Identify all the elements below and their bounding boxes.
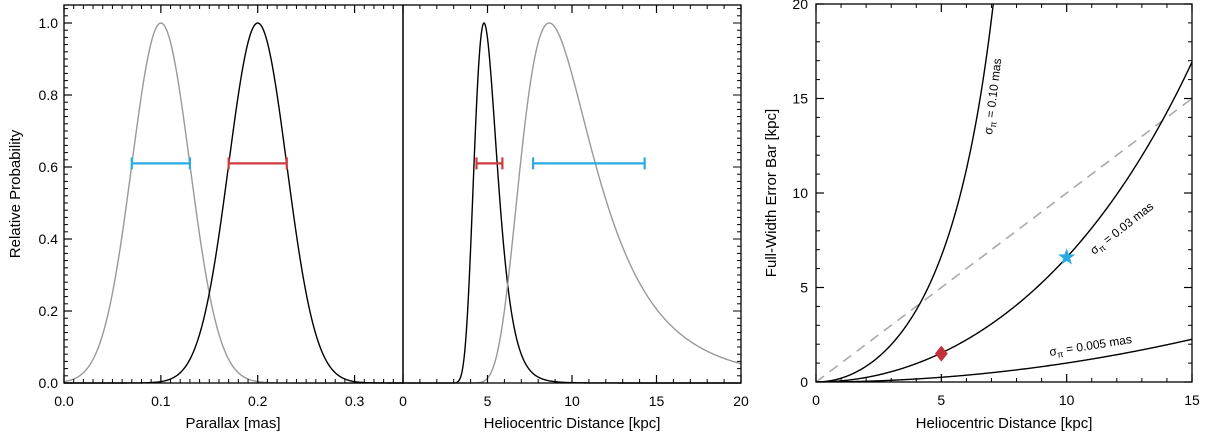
distance-curves (403, 22, 742, 384)
parallax-curve-1 (63, 22, 403, 384)
parallax-x-tick-label: 0.2 (248, 393, 268, 409)
error-bar-curve-3 (816, 338, 1192, 382)
error-bar-x-tick-label: 5 (937, 392, 945, 408)
parallax-y-ticks: 0.0 0.2 0.4 0.6 0.8 1.0 (39, 8, 72, 391)
parallax-x-tick-label: 0.1 (151, 393, 171, 409)
diamond-marker (934, 345, 948, 362)
distance-x-ticks: 0 5 10 15 20 (399, 5, 749, 409)
error-bar-y-tick-label: 5 (800, 280, 808, 296)
distance-curve-2 (403, 22, 742, 384)
parallax-y-axis-label: Relative Probability (7, 129, 24, 258)
panel-parallax: 0.0 0.1 0.2 0.3 0.0 0.2 0.4 0.6 0.8 1.0 Parallax… (7, 4, 404, 432)
error-bar-y-tick-label: 15 (792, 91, 808, 107)
panel-error-bar: 0 5 10 15 0 5 10 15 20 Heliocentric Distance [k… (763, 0, 1200, 432)
error-bar-curves (815, 4, 1193, 383)
error-bar-x-tick-label: 15 (1184, 392, 1200, 408)
error-bar-y-tick-label: 10 (792, 185, 808, 201)
parallax-plot-frame (63, 4, 404, 384)
panel-distance: 0 5 10 15 20 Heliocentric Distance [kpc] (399, 4, 749, 432)
distance-plot-frame (402, 4, 742, 384)
reference-dashed-line (815, 97, 1193, 383)
parallax-curve-2 (64, 22, 403, 384)
parallax-x-axis-label: Parallax [mas] (185, 415, 280, 432)
parallax-error-bar-2 (227, 157, 288, 170)
distance-error-bar-1 (475, 157, 504, 170)
parallax-x-ticks: 0.0 0.1 0.2 0.3 (54, 5, 394, 409)
error-bar-x-tick-label: 10 (1059, 392, 1075, 408)
parallax-y-tick-label: 1.0 (39, 15, 59, 31)
error-bar-x-tick-label: 0 (812, 392, 820, 408)
parallax-error-bars (130, 157, 288, 170)
distance-x-axis-label: Heliocentric Distance [kpc] (484, 415, 661, 432)
error-bar-curve-1 (816, 4, 994, 382)
curve-annotation-2: σπ = 0.03 mas (1087, 199, 1157, 259)
parallax-curves (63, 22, 403, 384)
distance-x-tick-label: 15 (649, 393, 665, 409)
star-marker (1058, 248, 1076, 265)
parallax-y-tick-label: 0.2 (39, 303, 59, 319)
parallax-y-tick-label: 0.0 (39, 375, 59, 391)
curve-annotation-3: σπ = 0.005 mas (1048, 332, 1133, 361)
parallax-x-tick-label: 0.3 (345, 393, 365, 409)
parallax-x-tick-label: 0.0 (54, 393, 74, 409)
error-bar-markers (934, 248, 1076, 362)
distance-x-tick-label: 10 (564, 393, 580, 409)
distance-x-tick-label: 0 (399, 393, 407, 409)
parallax-y-tick-label: 0.6 (39, 159, 59, 175)
error-bar-y-tick-label: 0 (800, 374, 808, 390)
error-bar-x-axis-label: Heliocentric Distance [kpc] (916, 415, 1093, 432)
parallax-error-bar-1 (130, 157, 192, 170)
distance-x-tick-label: 5 (484, 393, 492, 409)
error-bar-y-axis-label: Full-Width Error Bar [kpc] (763, 109, 780, 277)
distance-x-tick-label: 20 (733, 393, 749, 409)
distance-error-bars (475, 157, 646, 170)
error-bar-y-ticks: 0 5 10 15 20 (792, 0, 1192, 390)
parallax-y-tick-label: 0.8 (39, 87, 59, 103)
distance-error-bar-2 (532, 157, 646, 170)
parallax-y-tick-label: 0.4 (39, 231, 59, 247)
error-bar-x-ticks: 0 5 10 15 (812, 4, 1200, 408)
error-bar-y-tick-label: 20 (792, 0, 808, 12)
error-bar-curve-2 (816, 61, 1192, 382)
